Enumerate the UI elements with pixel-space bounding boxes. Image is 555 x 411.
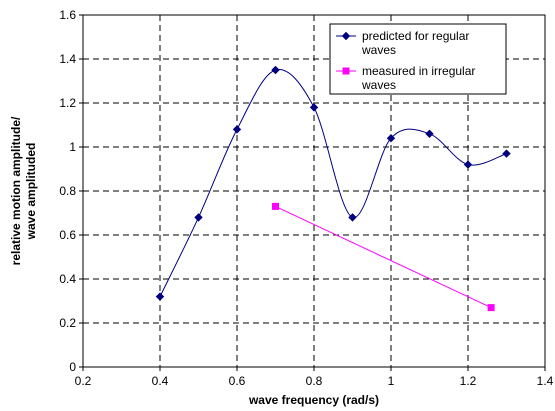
y-tick-label: 1 <box>69 140 76 154</box>
y-axis-title-line: relative motion amplitude/ <box>9 116 23 265</box>
data-point <box>309 103 319 112</box>
data-point <box>271 65 280 75</box>
data-point <box>425 129 434 139</box>
x-tick-label: 0.8 <box>306 374 323 388</box>
x-axis-ticks: 0.2 0.4 0.6 0.8 1 1.2 1.4 <box>75 367 554 388</box>
data-point <box>487 304 495 312</box>
data-point <box>348 213 357 222</box>
y-axis-title-line: wave amplituded <box>24 143 38 241</box>
legend-marker <box>342 67 350 75</box>
data-point <box>232 125 242 134</box>
series-line <box>159 69 507 297</box>
series-2 <box>272 202 495 312</box>
y-tick-label: 0.4 <box>59 272 76 286</box>
legend-label: waves <box>361 78 396 92</box>
data-point <box>194 213 203 222</box>
y-tick-label: 0.2 <box>59 316 76 330</box>
y-axis-ticks: 0 0.2 0.4 0.6 0.8 1 1.2 1.4 1.6 <box>59 8 83 374</box>
y-tick-label: 0.8 <box>59 184 76 198</box>
data-point <box>155 292 165 301</box>
legend-marker <box>341 31 351 41</box>
legend-label: waves <box>361 43 396 57</box>
legend-label: measured in irregular <box>362 64 475 78</box>
data-point <box>463 160 473 169</box>
legend-label: predicted for regular <box>362 29 469 43</box>
series-1 <box>155 65 511 301</box>
y-axis-title: relative motion amplitude/wave amplitude… <box>9 116 38 265</box>
x-tick-label: 0.6 <box>229 374 246 388</box>
x-tick-label: 0.4 <box>152 374 169 388</box>
series-layer <box>155 65 511 312</box>
x-tick-label: 1.4 <box>537 374 554 388</box>
data-point <box>272 202 279 210</box>
x-tick-label: 1.2 <box>460 374 477 388</box>
y-tick-label: 1.6 <box>59 8 76 22</box>
y-tick-label: 0 <box>69 360 76 374</box>
x-axis-title: wave frequency (rad/s) <box>248 393 379 407</box>
legend-box <box>329 23 507 95</box>
x-tick-label: 0.2 <box>75 374 92 388</box>
x-tick-label: 1 <box>388 374 395 388</box>
y-tick-label: 1.2 <box>59 96 76 110</box>
y-tick-label: 1.4 <box>59 52 76 66</box>
series-line <box>275 205 492 309</box>
data-point <box>386 133 396 143</box>
y-tick-label: 0.6 <box>59 228 76 242</box>
data-point <box>502 149 511 158</box>
